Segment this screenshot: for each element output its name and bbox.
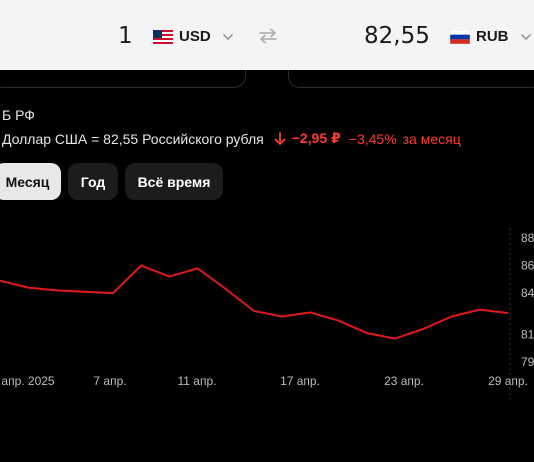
swap-arrows-icon[interactable] <box>258 28 278 44</box>
x-tick-label: 11 апр. <box>178 374 217 388</box>
to-currency-select[interactable]: RUB <box>450 28 533 45</box>
rate-line-chart: 88 86 84 81 79 апр. 2025 7 апр. 11 апр. 17 апр. 2… <box>0 228 534 400</box>
x-tick-label: 23 апр. <box>384 374 424 388</box>
rate-source-label: Б РФ <box>2 107 35 123</box>
tab-year[interactable]: Год <box>68 163 118 200</box>
ru-flag-icon <box>450 29 470 44</box>
from-currency-select[interactable]: USD <box>153 28 235 45</box>
x-tick-label: 7 апр. <box>93 374 126 388</box>
x-tick-label: 29 апр. <box>488 374 528 388</box>
field-edge-right <box>288 70 534 88</box>
us-flag-icon <box>153 29 173 44</box>
rate-summary: Доллар США = 82,55 Российского рубля −2,… <box>2 130 461 147</box>
tab-all-time[interactable]: Всё время <box>125 163 223 200</box>
y-tick-label: 81 <box>521 327 534 341</box>
y-tick-label: 84 <box>521 286 534 300</box>
tab-month[interactable]: Месяц <box>0 163 61 200</box>
from-currency-code: USD <box>179 28 211 45</box>
change-period: за месяц <box>402 130 461 147</box>
x-tick-label: 17 апр. <box>280 374 320 388</box>
y-tick-label: 86 <box>521 259 534 273</box>
y-tick-label: 79 <box>521 355 534 369</box>
to-amount-input[interactable]: 82,55 <box>364 23 430 49</box>
change-absolute: −2,95 ₽ <box>291 130 341 146</box>
from-amount-input[interactable]: 1 <box>118 23 133 49</box>
currency-converter: 1 USD 82,55 RUB <box>0 0 534 70</box>
chevron-down-icon <box>520 33 531 40</box>
rate-series-line <box>0 264 509 340</box>
to-currency-code: RUB <box>476 28 509 45</box>
change-percent: −3,45% <box>348 130 397 147</box>
arrow-down-icon <box>274 131 286 145</box>
chevron-down-icon <box>222 33 233 40</box>
field-edge-left <box>0 70 246 88</box>
y-tick-label: 88 <box>521 231 534 245</box>
x-tick-label: апр. 2025 <box>1 374 55 388</box>
rate-text: Доллар США = 82,55 Российского рубля <box>2 130 264 147</box>
